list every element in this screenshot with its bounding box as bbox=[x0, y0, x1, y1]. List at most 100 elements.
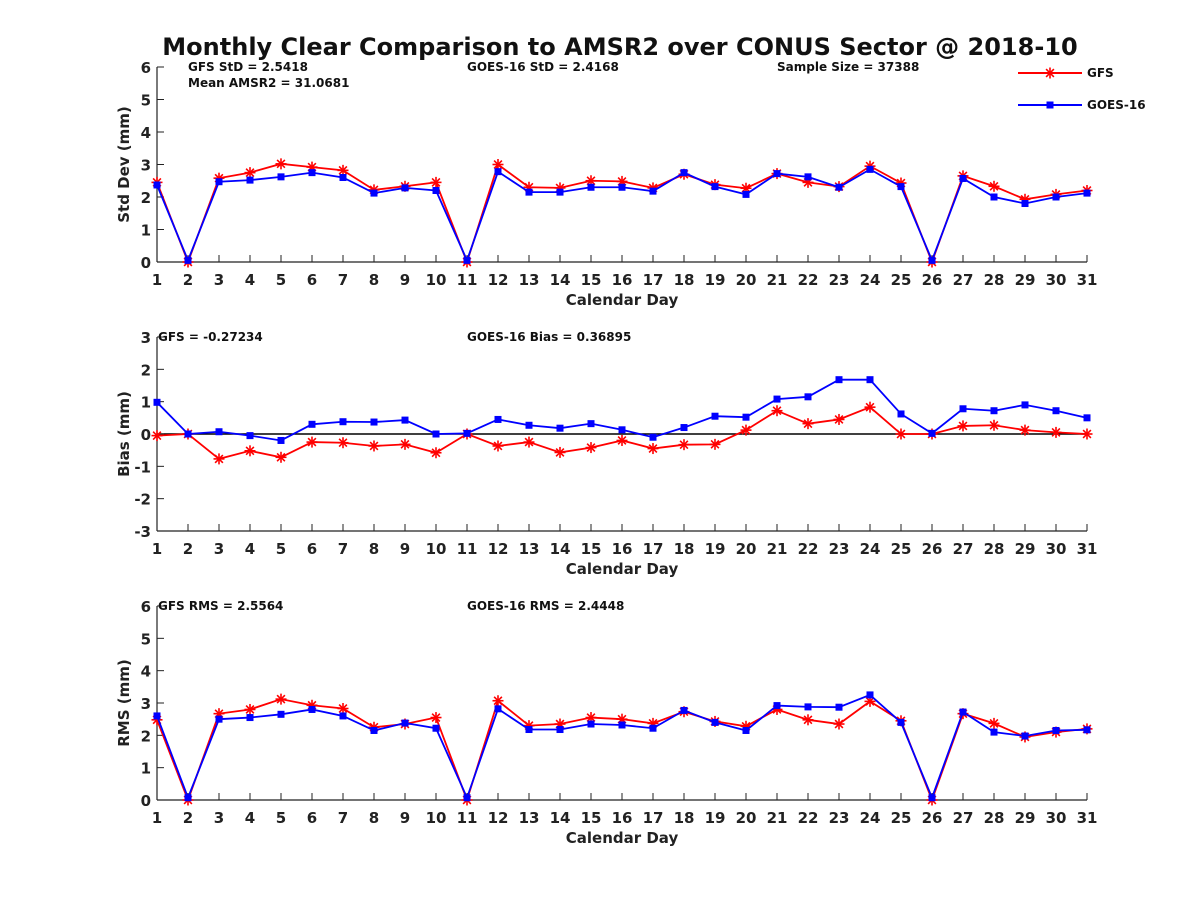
rms-goes16-point bbox=[649, 724, 657, 732]
std-dev-goes16-point bbox=[618, 183, 626, 191]
bias-y-tick-label: 1 bbox=[141, 394, 151, 412]
std-dev-x-tick-label: 18 bbox=[674, 271, 695, 289]
std-dev-goes16-point bbox=[1052, 193, 1060, 201]
bias-x-tick-label: 16 bbox=[612, 540, 633, 558]
std-dev-x-tick-label: 31 bbox=[1077, 271, 1098, 289]
bias-goes16-point bbox=[649, 433, 657, 441]
rms-y-tick-label: 2 bbox=[141, 727, 151, 745]
rms-gfs-point bbox=[833, 718, 845, 730]
std-dev-x-tick-label: 25 bbox=[891, 271, 912, 289]
std-dev-x-tick-label: 30 bbox=[1046, 271, 1067, 289]
bias-x-tick-label: 2 bbox=[183, 540, 193, 558]
bias-goes16-point bbox=[835, 376, 843, 384]
rms-x-tick-label: 13 bbox=[519, 809, 540, 827]
bias-x-tick-label: 5 bbox=[276, 540, 286, 558]
bias-x-tick-label: 1 bbox=[152, 540, 162, 558]
bias-goes16-point bbox=[897, 410, 905, 418]
legend-goes16-label: GOES-16 bbox=[1087, 98, 1146, 112]
rms-x-tick-label: 4 bbox=[245, 809, 255, 827]
rms-goes16-point bbox=[401, 719, 409, 727]
rms-x-tick-label: 21 bbox=[767, 809, 788, 827]
std-dev-x-tick-label: 1 bbox=[152, 271, 162, 289]
rms-goes16-point bbox=[804, 703, 812, 711]
std-dev-goes16-point bbox=[277, 173, 285, 181]
bias-y-tick-label: -1 bbox=[134, 458, 151, 476]
bias-gfs-point bbox=[306, 436, 318, 448]
std-dev-y-tick-label: 4 bbox=[141, 124, 151, 142]
std-dev-goes16-point bbox=[153, 181, 161, 189]
std-dev-x-tick-label: 15 bbox=[581, 271, 602, 289]
std-dev-goes16-point bbox=[432, 187, 440, 194]
bias-goes16-point bbox=[339, 418, 347, 426]
legend: GFS GOES-16 bbox=[1018, 66, 1146, 112]
bias-goes16-point bbox=[1052, 407, 1060, 415]
rms-y-tick-label: 0 bbox=[141, 792, 151, 810]
rms-goes16-point bbox=[432, 724, 440, 732]
bias-goes16-point bbox=[1083, 414, 1091, 422]
bias-gfs-point bbox=[864, 401, 876, 413]
bias-x-tick-label: 18 bbox=[674, 540, 695, 558]
std-dev-goes16-point bbox=[897, 183, 905, 191]
bias-goes16-point bbox=[246, 432, 254, 440]
bias-x-tick-label: 9 bbox=[400, 540, 410, 558]
std-dev-x-tick-label: 4 bbox=[245, 271, 255, 289]
rms-y-axis-label: RMS (mm) bbox=[115, 659, 133, 746]
bias-goes16-point bbox=[463, 429, 471, 437]
std-dev-x-tick-label: 28 bbox=[984, 271, 1005, 289]
std-dev-y-axis-label: Std Dev (mm) bbox=[115, 106, 133, 223]
bias-y-tick-label: 0 bbox=[141, 426, 151, 444]
bias-x-tick-label: 13 bbox=[519, 540, 540, 558]
rms-gfs-point bbox=[988, 717, 1000, 729]
bias-y-tick-label: -3 bbox=[134, 523, 151, 541]
bias-x-tick-label: 28 bbox=[984, 540, 1005, 558]
bias-goes16-point bbox=[804, 393, 812, 401]
bias-x-tick-label: 14 bbox=[550, 540, 571, 558]
figure-title: Monthly Clear Comparison to AMSR2 over C… bbox=[162, 33, 1077, 61]
bias-gfs-point bbox=[554, 446, 566, 458]
std-dev-y-tick-label: 1 bbox=[141, 222, 151, 240]
bias-x-tick-label: 4 bbox=[245, 540, 255, 558]
bias-goes16-point bbox=[928, 429, 936, 437]
legend-gfs-label: GFS bbox=[1087, 66, 1114, 80]
std-dev-gfs-point bbox=[430, 176, 442, 188]
bias-x-tick-label: 3 bbox=[214, 540, 224, 558]
rms-x-tick-label: 15 bbox=[581, 809, 602, 827]
std-dev-gfs-point bbox=[740, 182, 752, 194]
rms-x-tick-label: 5 bbox=[276, 809, 286, 827]
std-dev-x-tick-label: 21 bbox=[767, 271, 788, 289]
bias-gfs-point bbox=[988, 419, 1000, 431]
rms-goes16-point bbox=[1083, 726, 1091, 734]
rms-x-tick-label: 17 bbox=[643, 809, 664, 827]
bias-gfs-point bbox=[678, 439, 690, 451]
legend-goes16-marker-glyph bbox=[1046, 101, 1054, 109]
bias-y-tick-label: 3 bbox=[141, 329, 151, 347]
rms-x-axis-label: Calendar Day bbox=[566, 829, 679, 847]
std-dev-annotation: GFS StD = 2.5418 bbox=[188, 60, 308, 74]
std-dev-x-tick-label: 11 bbox=[457, 271, 478, 289]
bias-goes16-point bbox=[432, 430, 440, 438]
rms-gfs-point bbox=[802, 714, 814, 726]
bias-gfs-point bbox=[771, 405, 783, 417]
bias-x-tick-label: 8 bbox=[369, 540, 379, 558]
bias-x-tick-label: 19 bbox=[705, 540, 726, 558]
rms-x-tick-label: 24 bbox=[860, 809, 881, 827]
std-dev-x-tick-label: 20 bbox=[736, 271, 757, 289]
rms-x-tick-label: 20 bbox=[736, 809, 757, 827]
bias-gfs-point bbox=[1019, 424, 1031, 436]
std-dev-x-tick-label: 9 bbox=[400, 271, 410, 289]
bias-gfs-point bbox=[244, 445, 256, 457]
std-dev-goes16-point bbox=[1083, 189, 1091, 197]
bias-x-tick-label: 29 bbox=[1015, 540, 1036, 558]
rms-goes16-point bbox=[742, 726, 750, 734]
bias-x-tick-label: 7 bbox=[338, 540, 348, 558]
bias-y-tick-label: -2 bbox=[134, 491, 151, 509]
std-dev-x-tick-label: 27 bbox=[953, 271, 974, 289]
bias-gfs-point bbox=[492, 440, 504, 452]
rms-y-tick-label: 1 bbox=[141, 760, 151, 778]
std-dev-gfs-point bbox=[988, 180, 1000, 192]
rms-gfs-point bbox=[430, 712, 442, 724]
rms-goes16-point bbox=[928, 794, 936, 802]
bias-goes16-point bbox=[556, 424, 564, 432]
std-dev-x-tick-label: 6 bbox=[307, 271, 317, 289]
std-dev-x-tick-label: 10 bbox=[426, 271, 447, 289]
